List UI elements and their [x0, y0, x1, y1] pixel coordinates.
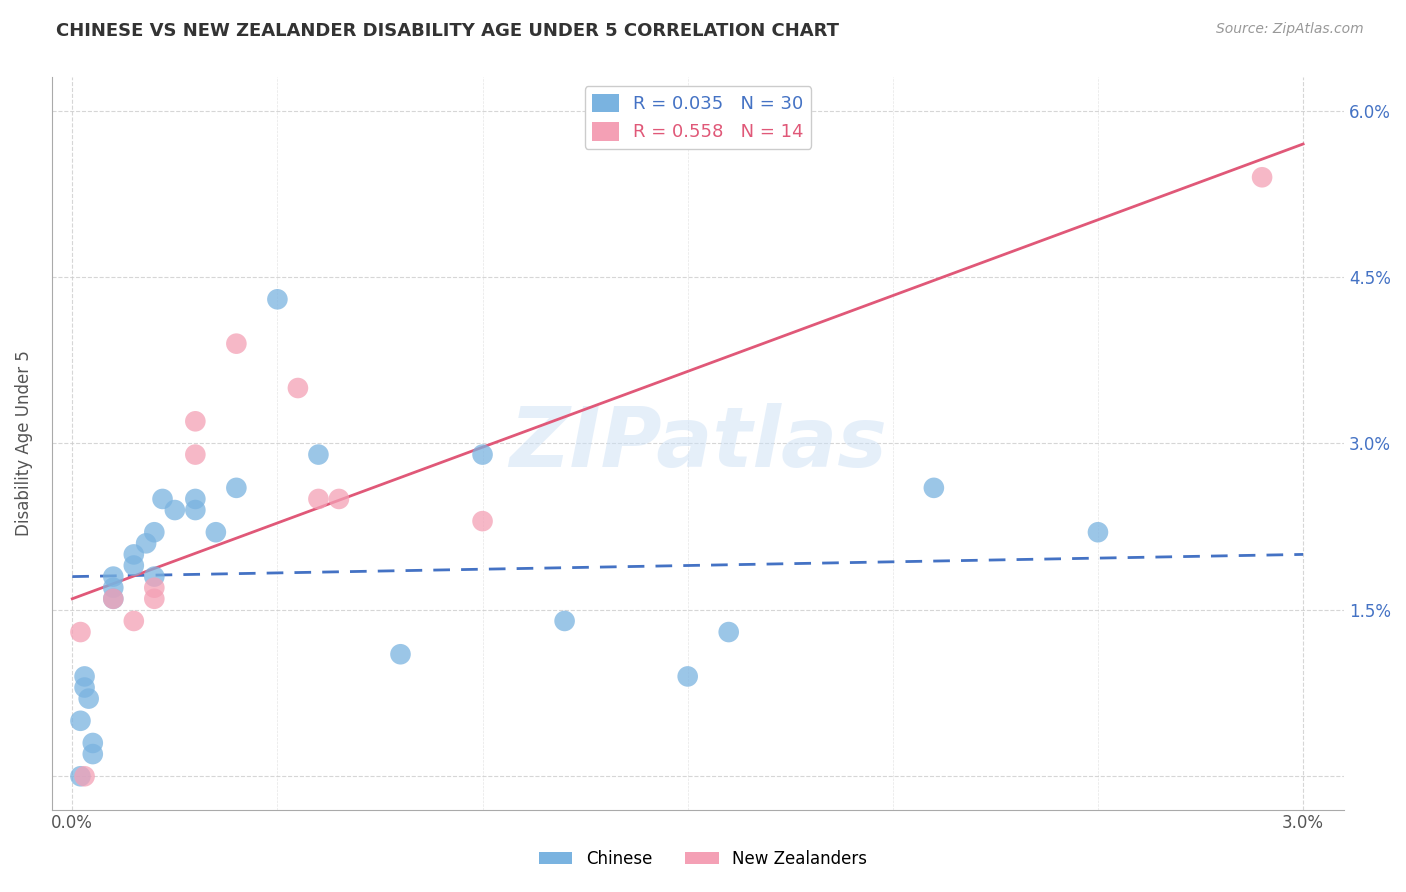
Point	[307, 448, 329, 462]
Text: ZIPatlas: ZIPatlas	[509, 403, 887, 484]
Point	[103, 591, 125, 606]
Point	[471, 448, 494, 462]
Point	[82, 747, 104, 761]
Point	[471, 514, 494, 528]
Point	[163, 503, 186, 517]
Point	[307, 491, 329, 506]
Point	[122, 558, 145, 573]
Legend: R = 0.035   N = 30, R = 0.558   N = 14: R = 0.035 N = 30, R = 0.558 N = 14	[585, 87, 811, 149]
Point	[122, 548, 145, 562]
Point	[135, 536, 157, 550]
Point	[184, 491, 207, 506]
Point	[184, 414, 207, 428]
Point	[922, 481, 945, 495]
Point	[676, 669, 699, 683]
Point	[717, 625, 740, 640]
Point	[69, 769, 91, 783]
Point	[266, 293, 288, 307]
Point	[69, 714, 91, 728]
Point	[328, 491, 350, 506]
Point	[143, 591, 166, 606]
Point	[184, 503, 207, 517]
Text: CHINESE VS NEW ZEALANDER DISABILITY AGE UNDER 5 CORRELATION CHART: CHINESE VS NEW ZEALANDER DISABILITY AGE …	[56, 22, 839, 40]
Point	[287, 381, 309, 395]
Point	[143, 525, 166, 540]
Point	[77, 691, 100, 706]
Point	[73, 769, 96, 783]
Point	[103, 591, 125, 606]
Point	[73, 681, 96, 695]
Point	[554, 614, 576, 628]
Point	[1087, 525, 1109, 540]
Point	[389, 647, 412, 661]
Point	[73, 669, 96, 683]
Point	[225, 481, 247, 495]
Point	[103, 569, 125, 583]
Text: Source: ZipAtlas.com: Source: ZipAtlas.com	[1216, 22, 1364, 37]
Point	[143, 581, 166, 595]
Point	[82, 736, 104, 750]
Point	[143, 569, 166, 583]
Point	[122, 614, 145, 628]
Point	[103, 581, 125, 595]
Point	[69, 625, 91, 640]
Point	[225, 336, 247, 351]
Point	[1251, 170, 1274, 185]
Point	[205, 525, 228, 540]
Point	[184, 448, 207, 462]
Point	[152, 491, 174, 506]
Legend: Chinese, New Zealanders: Chinese, New Zealanders	[533, 844, 873, 875]
Y-axis label: Disability Age Under 5: Disability Age Under 5	[15, 351, 32, 536]
